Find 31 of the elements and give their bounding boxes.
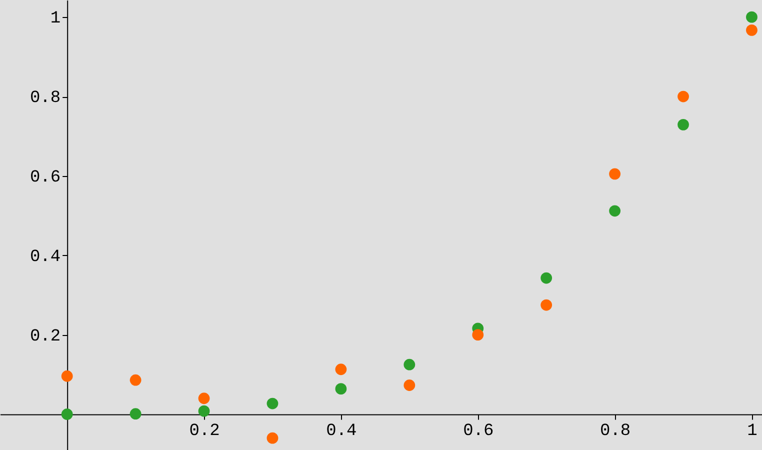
point [746,11,758,23]
point [746,24,758,36]
point [61,370,73,382]
point [540,299,552,311]
point [198,405,210,417]
x-tick-label: 0.6 [463,422,494,441]
point [609,168,621,180]
point [678,90,689,102]
y-tick-label: 1 [50,10,61,29]
point [198,392,210,404]
point [130,374,142,386]
point [266,432,278,444]
point [130,408,142,420]
point [404,358,416,370]
point [678,119,689,130]
point [540,272,552,284]
point [472,329,484,341]
point [609,205,621,217]
y-tick-label: 0.6 [30,168,61,188]
y-tick-label: 0.4 [30,248,61,267]
point [404,380,416,391]
point [335,383,347,395]
x-tick-label: 0.2 [189,422,220,441]
y-tick-label: 0.8 [30,89,61,108]
y-tick-label: 0.2 [30,327,61,346]
point [266,398,278,410]
x-tick-label: 1 [747,422,758,441]
x-tick-label: 0.8 [600,422,631,441]
point [335,364,347,376]
point [61,408,73,420]
x-tick-label: 0.4 [326,422,357,441]
